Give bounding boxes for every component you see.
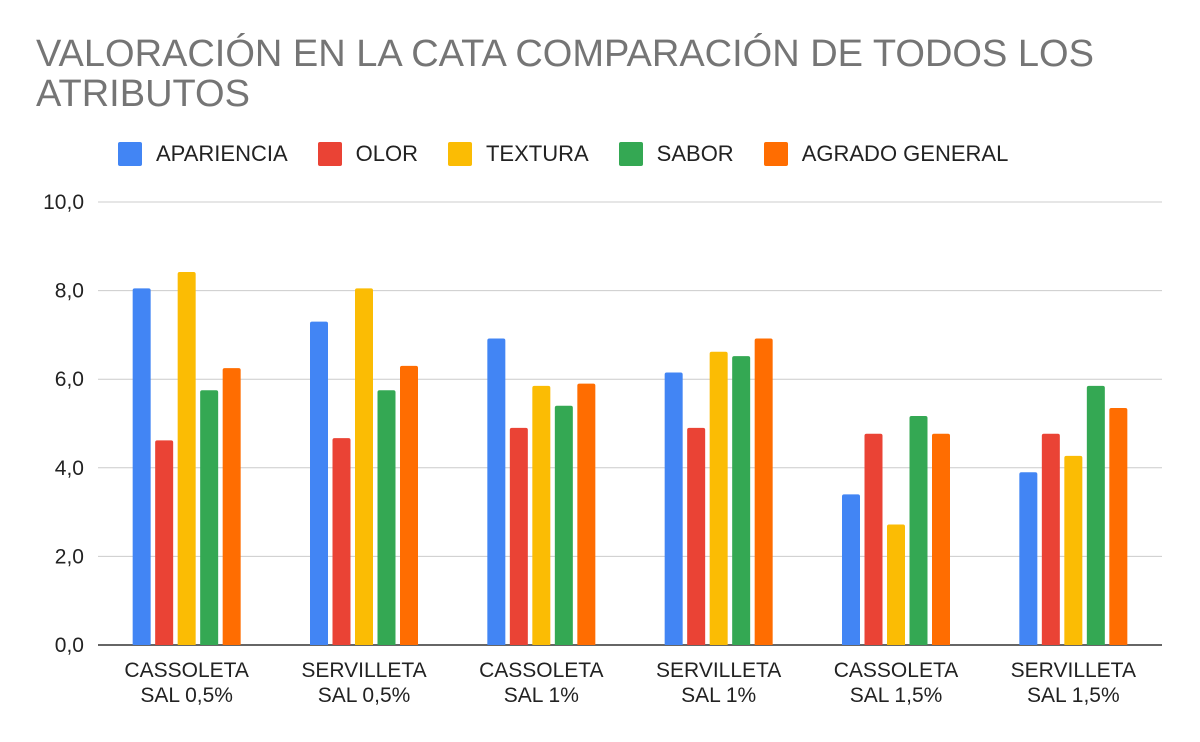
bar-agrado-general [1109,407,1128,645]
legend-label: OLOR [355,141,418,166]
bar-olor [332,438,351,645]
legend-label: SABOR [656,141,734,166]
x-tick-label: SAL 0,5% [318,684,411,707]
bar-textura [355,288,373,645]
bar-textura [177,271,196,645]
y-tick-label: 6,0 [55,368,84,391]
bar-sabor [554,405,573,645]
bar-sabor [909,415,928,645]
bar-olor [509,427,528,645]
legend-item-4: AGRADO GENERAL [763,141,1009,167]
chart-legend: APARIENCIA OLOR TEXTURA SABOR AGRADO GENERAL [118,138,1038,170]
bar-textura [709,351,728,645]
bar-sabor [200,390,219,645]
legend-label: APARIENCIA [156,141,288,166]
bar-agrado-general [754,338,773,645]
bar-olor [155,440,174,645]
bar-textura [887,524,905,645]
y-tick-label: 0,0 [55,634,84,657]
bar-apariencia [664,372,683,645]
bar-textura [532,385,551,645]
bar-agrado-general [932,433,950,645]
bar-apariencia [487,338,506,645]
legend-swatch [447,142,472,166]
bar-textura [1064,455,1083,645]
bar-olor [864,433,883,645]
x-tick-label: SAL 0,5% [140,684,233,707]
legend-swatch [763,142,788,166]
x-tick-label: CASSOLETA [834,659,958,682]
bar-apariencia [1019,472,1038,645]
legend-label: AGRADO GENERAL [801,141,1009,166]
chart-title: VALORACIÓN EN LA CATA COMPARACIÓN DE TOD… [36,33,1094,115]
y-tick-label: 2,0 [55,545,84,568]
legend-swatch [317,142,342,166]
y-tick-label: 4,0 [55,457,84,480]
x-tick-label: CASSOLETA [124,659,248,682]
legend-swatch [618,142,643,166]
bar-apariencia [310,321,328,645]
bar-agrado-general [400,365,418,645]
bar-sabor [1086,385,1105,645]
x-tick-label: SERVILLETA [656,659,781,682]
bar-olor [687,427,706,645]
bar-apariencia [132,288,151,645]
x-tick-label: SAL 1,5% [1027,684,1120,707]
bar-sabor [732,356,751,645]
x-tick-label: SAL 1% [681,684,756,707]
legend-label: TEXTURA [485,141,589,166]
legend-swatch [118,142,142,166]
x-tick-label: SERVILLETA [301,659,426,682]
legend-item-1: OLOR [317,141,418,167]
y-tick-label: 8,0 [55,280,84,303]
y-tick-label: 10,0 [43,191,84,214]
bar-apariencia [842,494,860,645]
bar-sabor [377,390,396,645]
x-tick-label: SAL 1% [504,684,579,707]
x-tick-label: SERVILLETA [1011,659,1136,682]
bar-agrado-general [222,368,241,645]
bar-olor [1041,433,1060,645]
x-tick-label: CASSOLETA [479,659,603,682]
legend-item-2: TEXTURA [447,141,589,167]
x-tick-label: SAL 1,5% [850,684,943,707]
legend-item-3: SABOR [618,141,734,167]
legend-item-0: APARIENCIA [118,141,288,167]
bar-agrado-general [577,383,596,645]
